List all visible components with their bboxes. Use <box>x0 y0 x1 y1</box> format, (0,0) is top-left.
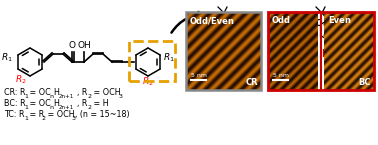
Text: $R_1$: $R_1$ <box>163 52 175 64</box>
Text: $R_1$: $R_1$ <box>1 52 13 64</box>
Text: Odd: Odd <box>272 16 291 25</box>
Text: n: n <box>49 94 53 99</box>
FancyArrowPatch shape <box>172 12 204 33</box>
Text: = OC: = OC <box>27 88 51 97</box>
Text: 2n+1: 2n+1 <box>59 105 74 110</box>
Text: 1: 1 <box>24 105 28 110</box>
Text: n: n <box>49 105 53 110</box>
Text: , R: , R <box>77 99 87 108</box>
Text: = H: = H <box>91 99 108 108</box>
Text: $R_1$: $R_1$ <box>342 20 353 32</box>
Text: 3: 3 <box>72 116 76 121</box>
Text: BC: BC <box>358 78 371 87</box>
Text: BC: R: BC: R <box>4 99 26 108</box>
Text: $R_2$: $R_2$ <box>142 75 154 87</box>
Text: 2: 2 <box>42 116 46 121</box>
Text: = OCH: = OCH <box>45 110 74 119</box>
Text: 3: 3 <box>237 52 241 57</box>
Text: 5 nm: 5 nm <box>191 73 207 78</box>
Bar <box>268 12 374 90</box>
Text: H: H <box>321 49 329 59</box>
Text: 1: 1 <box>24 94 28 99</box>
Text: OH: OH <box>77 41 91 50</box>
Text: H: H <box>53 88 59 97</box>
Text: CR: R: CR: R <box>4 88 25 97</box>
Text: Even: Even <box>328 16 351 25</box>
Text: CR: CR <box>210 19 223 28</box>
Text: TC: R: TC: R <box>4 110 25 119</box>
Text: H: H <box>53 99 59 108</box>
Text: BC: BC <box>308 19 322 28</box>
Text: = OCH: = OCH <box>91 88 121 97</box>
Text: OCH: OCH <box>218 49 236 58</box>
Bar <box>186 12 261 90</box>
Text: O: O <box>68 41 76 50</box>
Text: $R_2$: $R_2$ <box>15 73 27 86</box>
Text: 2n+1: 2n+1 <box>59 94 74 99</box>
Text: , (n = 15~18): , (n = 15~18) <box>75 110 130 119</box>
Text: Odd/Even: Odd/Even <box>190 16 235 25</box>
Text: 1: 1 <box>24 116 28 121</box>
Text: = R: = R <box>27 110 44 119</box>
Text: $R_1$: $R_1$ <box>244 20 255 32</box>
Text: = OC: = OC <box>27 99 51 108</box>
Text: 2: 2 <box>88 94 92 99</box>
Text: 3: 3 <box>119 94 123 99</box>
Text: 5 nm: 5 nm <box>273 73 289 78</box>
Text: , R: , R <box>77 88 87 97</box>
Text: CR: CR <box>245 78 258 87</box>
Text: 2: 2 <box>88 105 92 110</box>
